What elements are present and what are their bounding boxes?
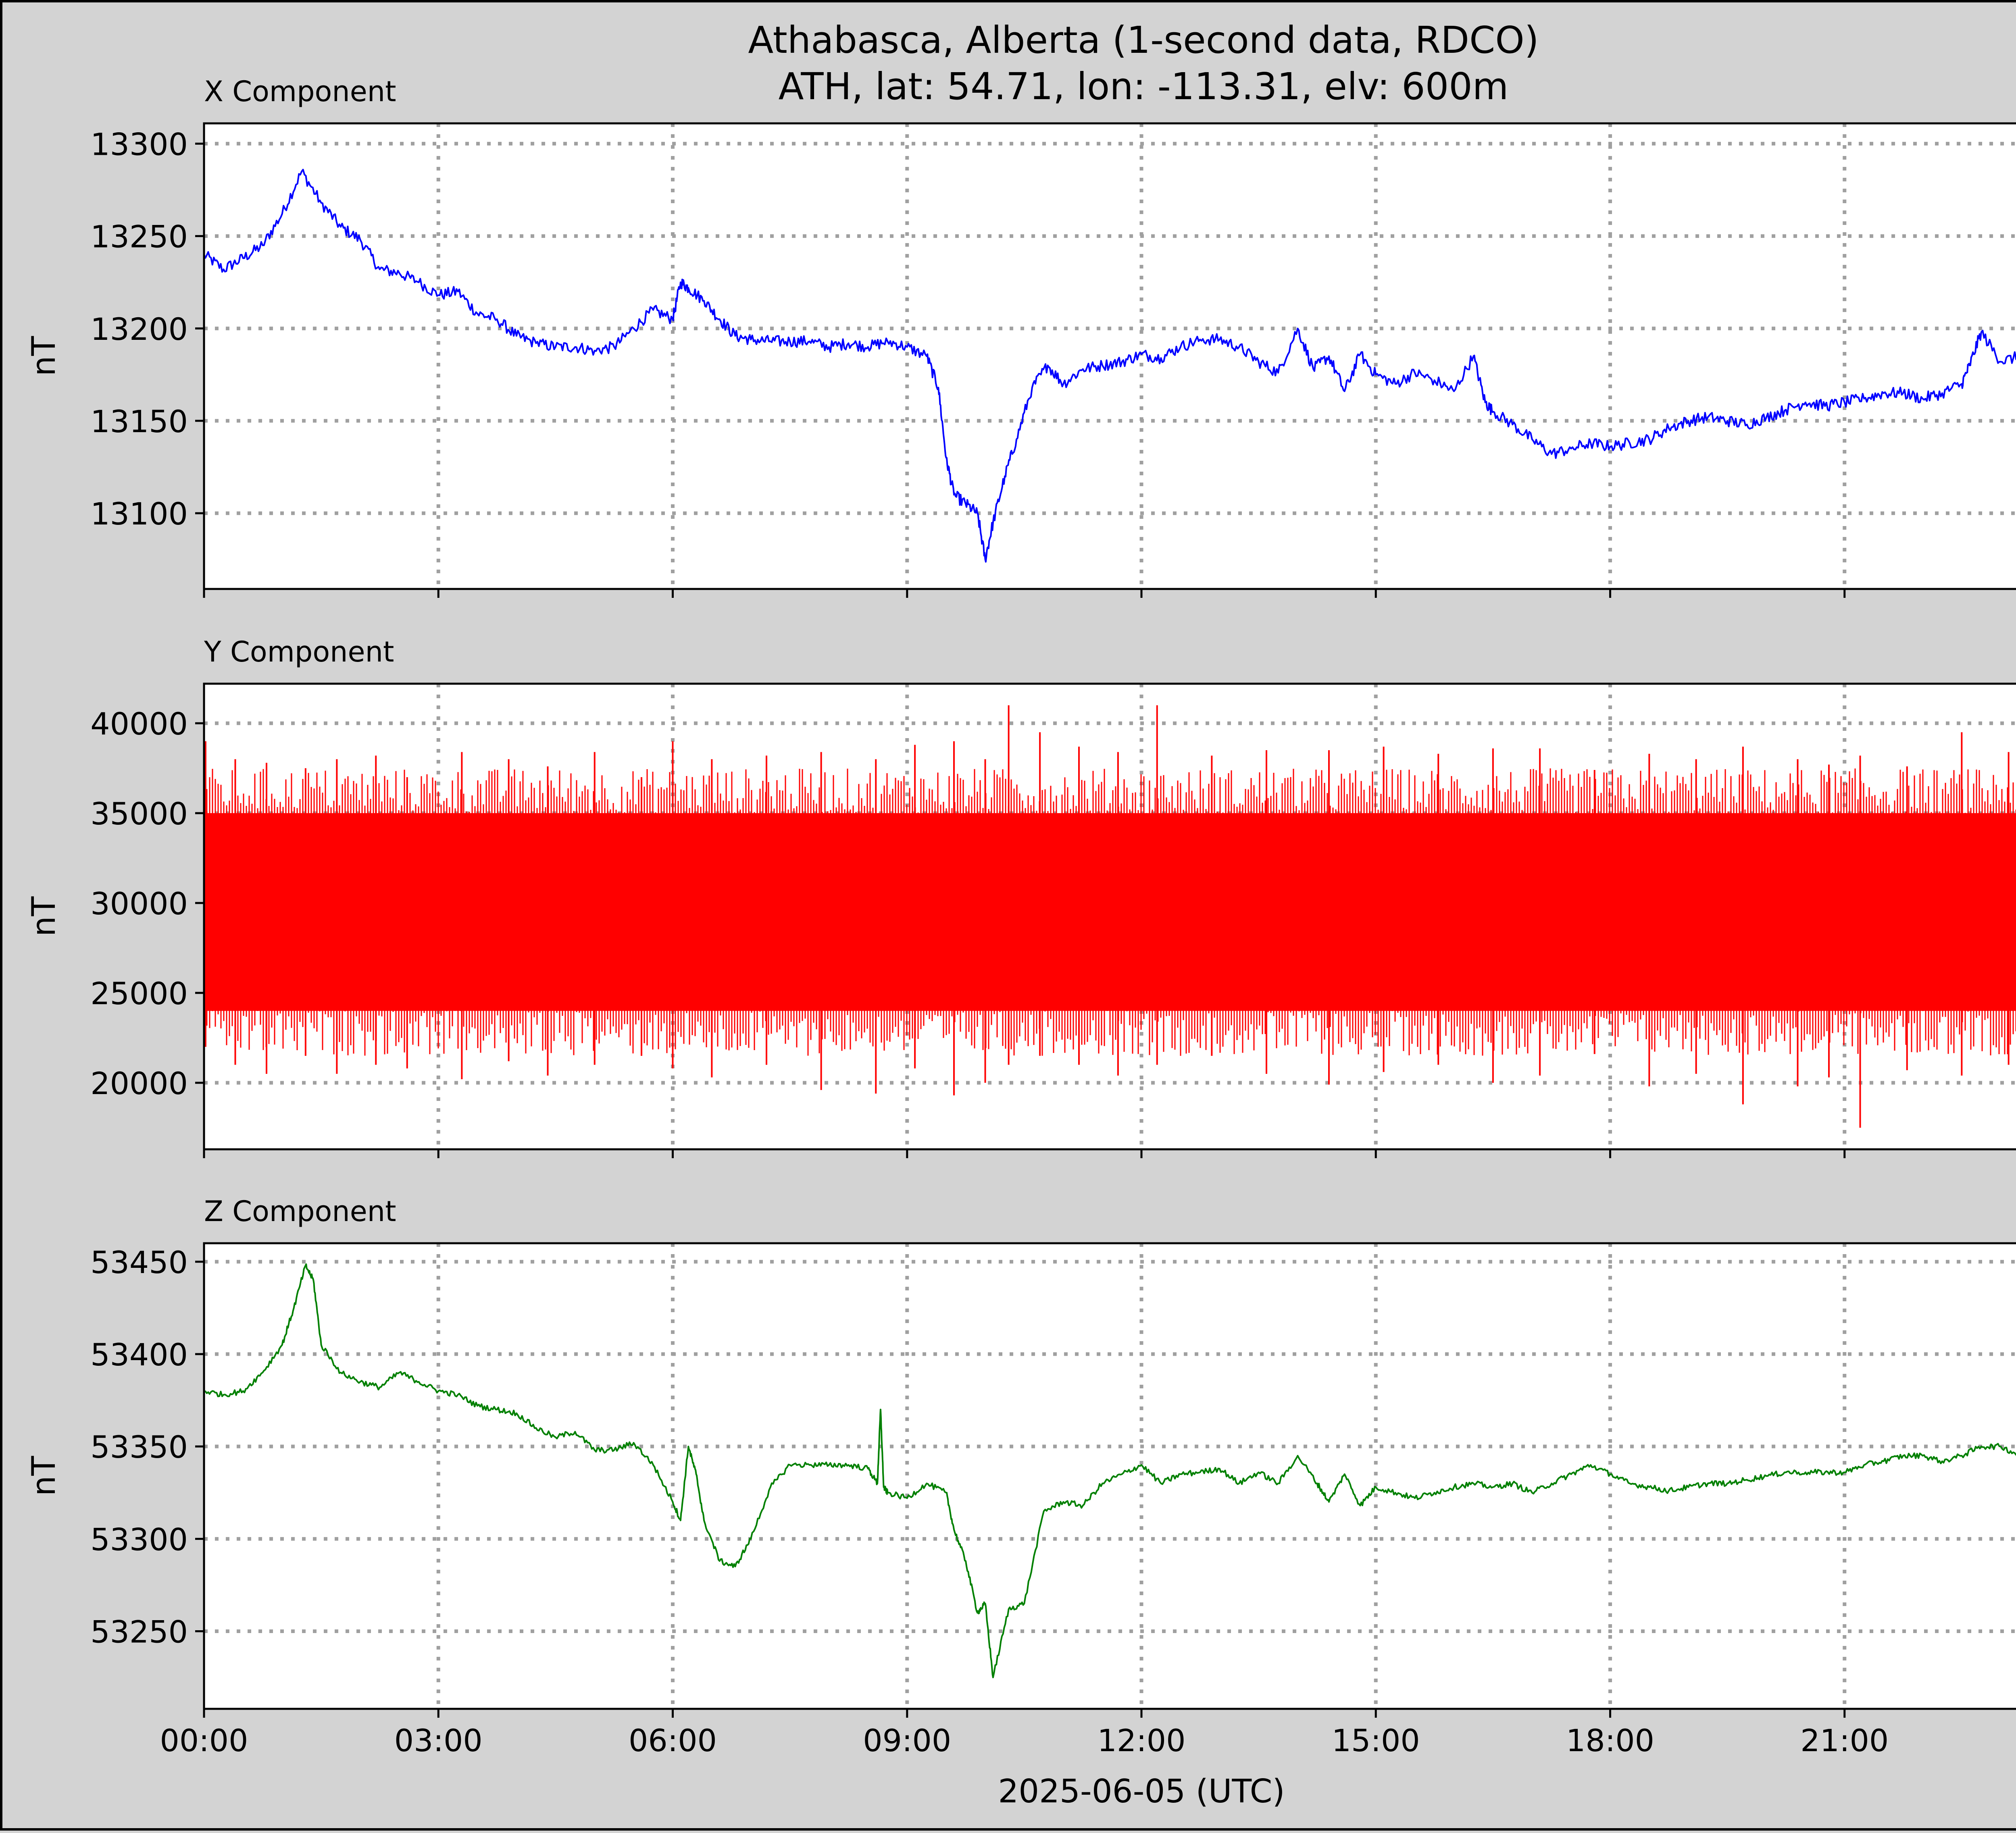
- panel-title: Z Component: [204, 1195, 396, 1228]
- panel-title: X Component: [204, 75, 396, 108]
- y-tick-label: 13300: [90, 126, 188, 162]
- series-group: [204, 1263, 2016, 1679]
- y-tick-label: 20000: [90, 1065, 188, 1101]
- x-tick-label: 09:00: [863, 1723, 951, 1758]
- plot-area: [204, 1243, 2016, 1709]
- y-tick-label: 30000: [90, 886, 188, 922]
- plot-area: [204, 123, 2016, 589]
- y-tick-label: 13250: [90, 219, 188, 255]
- panel-2: 20000 25000 30000 35000 40000 Y Component nT: [25, 635, 2016, 1158]
- x-tick-label: 06:00: [629, 1723, 717, 1758]
- y-tick-label: 53250: [90, 1614, 188, 1650]
- x-tick-label: 03:00: [394, 1723, 483, 1758]
- panel-1: 13100 13150 13200 13250 13300 X Component nT: [25, 75, 2016, 598]
- band-fuzz: [204, 768, 2016, 1056]
- y-axis-label: nT: [25, 336, 62, 377]
- y-tick-label: 53350: [90, 1429, 188, 1465]
- series-group: [204, 169, 2016, 563]
- y-tick-label: 35000: [90, 796, 188, 832]
- y-tick-label: 53450: [90, 1244, 188, 1280]
- panel-title: Y Component: [204, 635, 394, 668]
- y-tick-label: 13150: [90, 404, 188, 439]
- x-tick-label: 18:00: [1566, 1723, 1654, 1758]
- y-tick-label: 40000: [90, 706, 188, 742]
- x-axis-label: 2025-06-05 (UTC): [998, 1773, 1285, 1810]
- series-group: [204, 705, 2016, 1128]
- x-tick-label: 00:00: [160, 1723, 248, 1758]
- y-axis-label: nT: [25, 896, 62, 937]
- series-line: [204, 1263, 2016, 1679]
- y-tick-label: 13100: [90, 496, 188, 532]
- x-tick-label: 12:00: [1097, 1723, 1185, 1758]
- series-line: [204, 169, 2016, 563]
- x-tick-label: 21:00: [1800, 1723, 1889, 1758]
- y-tick-label: 53300: [90, 1521, 188, 1557]
- y-tick-label: 25000: [90, 976, 188, 1011]
- y-tick-label: 53400: [90, 1337, 188, 1373]
- figure-subtitle: ATH, lat: 54.71, lon: -113.31, elv: 600m: [779, 65, 1509, 108]
- figure-title: Athabasca, Alberta (1-second data, RDCO): [748, 19, 1539, 62]
- x-tick-label: 15:00: [1332, 1723, 1420, 1758]
- y-axis-label: nT: [25, 1456, 62, 1496]
- y-tick-label: 13200: [90, 311, 188, 347]
- panel-3: 53250 53300 53350 53400 53450 00:00 03:00 06:00…: [25, 1195, 2016, 1758]
